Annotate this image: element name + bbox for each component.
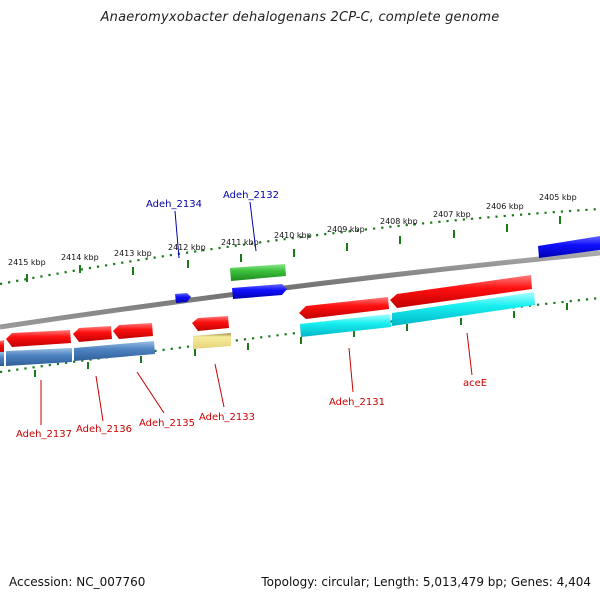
kbp-label: 2407 kbp (433, 210, 471, 219)
upper-leader-lines (174, 201, 257, 259)
gene-label-adeh-2135[interactable]: Adeh_2135 (139, 418, 195, 429)
inner-scale-ticks (34, 303, 568, 377)
kbp-label: 2413 kbp (114, 249, 152, 258)
accession-label: Accession: NC_007760 (9, 575, 146, 589)
gene-label-acee[interactable]: aceE (463, 378, 487, 389)
gene-box-adeh-2131[interactable] (300, 314, 391, 337)
gene-arrow-adeh-2132-cds[interactable] (232, 284, 287, 299)
gene-label-adeh-2136[interactable]: Adeh_2136 (76, 424, 132, 435)
gene-arrow-right-edge[interactable] (538, 236, 600, 258)
kbp-label: 2405 kbp (539, 193, 577, 202)
gene-arrow-acee[interactable] (390, 275, 532, 308)
gene-arrow-adeh-2133[interactable] (192, 316, 229, 331)
gene-arrow-left-edge[interactable] (0, 340, 4, 353)
kbp-label: 2412 kbp (168, 243, 206, 252)
outer-scale-track (0, 207, 600, 286)
gene-arrow-adeh-2131[interactable] (299, 297, 389, 319)
kbp-scale-labels: 2415 kbp 2414 kbp 2413 kbp 2412 kbp 2411… (8, 193, 577, 267)
gene-box-adeh-2137[interactable] (6, 348, 72, 366)
genome-summary: Topology: circular; Length: 5,013,479 bp… (261, 575, 591, 589)
gene-label-adeh-2133[interactable]: Adeh_2133 (199, 412, 255, 423)
kbp-label: 2406 kbp (486, 202, 524, 211)
kbp-label: 2415 kbp (8, 258, 46, 267)
kbp-label: 2411 kbp (221, 238, 259, 247)
kbp-label: 2410 kbp (274, 231, 312, 240)
genome-backbone (0, 250, 600, 330)
gene-arrow-adeh-2137[interactable] (6, 330, 71, 347)
gene-box-left-edge[interactable] (0, 352, 4, 366)
gene-box-adeh-2133[interactable] (193, 333, 231, 349)
outer-scale-ticks (26, 216, 561, 282)
map-title: Anaeromyxobacter dehalogenans 2CP-C, com… (100, 10, 500, 25)
gene-label-adeh-2134[interactable]: Adeh_2134 (146, 199, 202, 210)
gene-label-adeh-2131[interactable]: Adeh_2131 (329, 397, 385, 408)
gene-box-adeh-2136-2135[interactable] (74, 341, 155, 361)
gene-arrow-adeh-2132-gene[interactable] (230, 264, 286, 281)
gene-box-acee[interactable] (392, 292, 535, 326)
gene-label-adeh-2137[interactable]: Adeh_2137 (16, 429, 72, 440)
kbp-label: 2409 kbp (327, 225, 365, 234)
gene-arrow-adeh-2135[interactable] (113, 323, 153, 339)
kbp-label: 2408 kbp (380, 217, 418, 226)
kbp-label: 2414 kbp (61, 253, 99, 262)
lower-leader-lines (40, 332, 473, 425)
gene-arrow-adeh-2134[interactable] (175, 293, 191, 303)
gene-arrow-adeh-2136[interactable] (73, 326, 112, 342)
gene-label-adeh-2132[interactable]: Adeh_2132 (223, 190, 279, 201)
